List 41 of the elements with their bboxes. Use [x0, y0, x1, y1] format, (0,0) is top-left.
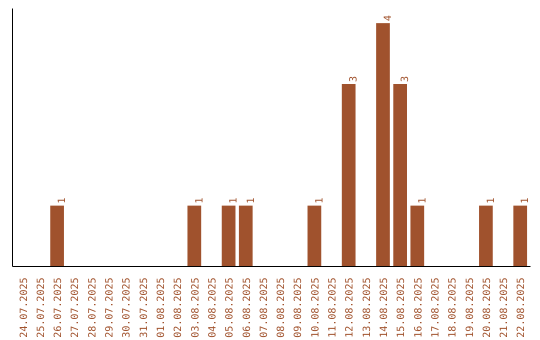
- x-tick-label: 21.08.2025: [499, 277, 510, 338]
- x-tick-label: 14.08.2025: [378, 277, 390, 338]
- x-tick-label: 26.07.2025: [53, 277, 64, 338]
- x-tick-label: 24.07.2025: [18, 277, 30, 338]
- x-tick-label: 30.07.2025: [122, 277, 133, 338]
- x-tick-label: 12.08.2025: [344, 277, 356, 338]
- x-tick-label: 09.08.2025: [293, 277, 304, 338]
- x-tick-label: 27.07.2025: [70, 277, 82, 338]
- x-tick-label: 04.08.2025: [207, 277, 218, 338]
- x-tick-label: 22.08.2025: [516, 277, 528, 338]
- data-label: 1: [57, 198, 68, 204]
- x-tick-label: 07.08.2025: [258, 277, 270, 338]
- x-tick-label: 18.08.2025: [448, 277, 459, 338]
- data-label: 1: [417, 198, 428, 204]
- x-tick-label: 02.08.2025: [173, 277, 184, 338]
- x-tick-label: 05.08.2025: [224, 277, 236, 338]
- x-tick-label: 19.08.2025: [464, 277, 476, 338]
- x-tick-label: 01.08.2025: [156, 277, 168, 338]
- x-tick-label: 13.08.2025: [362, 277, 373, 338]
- data-label: 1: [194, 198, 206, 204]
- data-label: 4: [382, 15, 394, 22]
- x-tick-label: 10.08.2025: [310, 277, 322, 338]
- x-tick-label: 03.08.2025: [190, 277, 202, 338]
- x-tick-label: 31.07.2025: [138, 277, 150, 338]
- data-label: 1: [314, 198, 326, 204]
- data-label: 1: [246, 198, 257, 204]
- x-tick-label: 29.07.2025: [104, 277, 116, 338]
- x-tick-label: 28.07.2025: [87, 277, 98, 338]
- data-label: 1: [520, 198, 532, 204]
- x-tick-label: 17.08.2025: [430, 277, 442, 338]
- data-label: 1: [486, 198, 497, 204]
- data-label: 3: [348, 76, 360, 82]
- x-tick-label: 20.08.2025: [482, 277, 493, 338]
- x-tick-label: 06.08.2025: [242, 277, 253, 338]
- x-tick-label: 25.07.2025: [36, 277, 47, 338]
- data-label: 3: [400, 76, 412, 82]
- x-tick-label: 16.08.2025: [413, 277, 424, 338]
- data-label: 1: [228, 198, 240, 204]
- x-tick-label: 11.08.2025: [328, 277, 339, 338]
- x-tick-label: 15.08.2025: [396, 277, 408, 338]
- x-tick-label: 08.08.2025: [276, 277, 288, 338]
